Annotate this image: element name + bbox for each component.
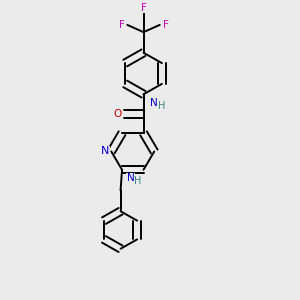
Text: F: F [118,20,124,30]
Text: F: F [163,20,169,30]
Text: N: N [127,173,135,183]
Text: N: N [150,98,158,108]
Text: H: H [134,176,142,186]
Text: H: H [158,101,165,111]
Text: N: N [101,146,110,157]
Text: O: O [113,109,121,119]
Text: F: F [141,3,146,13]
